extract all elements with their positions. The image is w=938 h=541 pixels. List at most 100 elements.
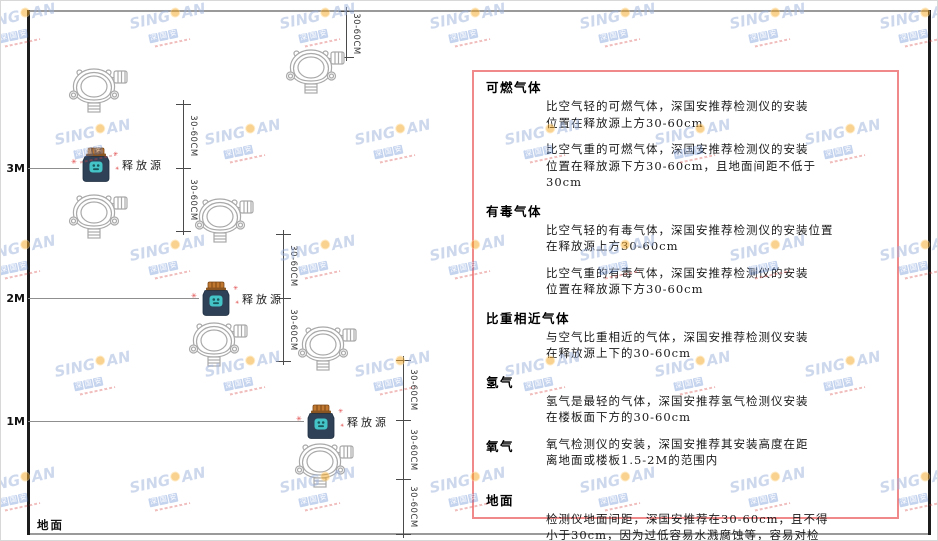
svg-text:✳: ✳ (296, 415, 302, 423)
gas-detector-icon (294, 443, 354, 488)
release-source-label: 释放源 (242, 293, 284, 306)
guideline-text-line: 比空气轻的可燃气体，深国安推荐检测仪的安装 (546, 99, 809, 113)
guideline-text-line: 在释放源上方30-60cm (546, 239, 679, 253)
guideline-text-line: 与空气比重相近的气体，深国安推荐检测仪安装 (546, 329, 809, 344)
section-paragraphs: 与空气比重相近的气体，深国安推荐检测仪安装 在释放源上下的30-60cm (546, 329, 887, 362)
info-panel: 可燃气体 比空气轻的可燃气体，深国安推荐检测仪的安装 位置在释放源上方30-60cm… (472, 70, 899, 540)
dimension-label: 30-60CM (351, 13, 361, 55)
height-level-line (28, 421, 304, 422)
dimension-tick (276, 234, 291, 235)
svg-text:✳: ✳ (113, 151, 118, 158)
dimension-tick (396, 534, 411, 535)
dimension-line (403, 475, 404, 538)
guideline-text-line: 检测仪地面间距，深国安推荐在30-60cm，且不得 (546, 511, 829, 526)
dimension-tick (339, 57, 354, 58)
guideline-text-line: 离地面或楼板1.5-2M的范围内 (546, 453, 719, 467)
guideline-paragraph: 比空气重的可燃气体，深国安推荐检测仪的安装 位置在释放源下方30-60cm，且地面… (546, 141, 887, 191)
dimension-line (183, 100, 184, 172)
height-axis-label: 3M (6, 162, 25, 175)
height-axis-label: 1M (6, 415, 25, 428)
guideline-text-line: 氢气是最轻的气体，深国安推荐氢气检测仪安装 (546, 393, 809, 408)
dimension-tick (276, 361, 291, 362)
guideline-text-line: 小于30cm，因为过低容易水溅腐蚀等，容易对检 (546, 528, 820, 541)
guideline-section: 比重相近气体与空气比重相近的气体，深国安推荐检测仪安装 在释放源上下的30-60c… (486, 308, 887, 362)
svg-text:✳: ✳ (340, 423, 344, 429)
gas-detector-icon (285, 49, 345, 94)
dimension-line (183, 164, 184, 235)
guideline-paragraph: 氢气是最轻的气体，深国安推荐氢气检测仪安装 在楼板面下方的30-60cm (546, 393, 887, 426)
ground-label: 地面 (37, 518, 64, 532)
height-axis-label: 2M (6, 292, 25, 305)
dimension-tick (339, 11, 354, 12)
guideline-paragraph: 比空气轻的可燃气体，深国安推荐检测仪的安装 位置在释放源上方30-60cm (546, 98, 887, 131)
release-source-icon: ✳ ✳ ✳ (191, 281, 239, 316)
svg-text:✳: ✳ (71, 158, 77, 166)
gas-detector-icon (297, 326, 357, 371)
dimension-tick (176, 231, 191, 232)
svg-text:✳: ✳ (191, 292, 197, 300)
section-heading: 地面 (486, 492, 515, 508)
guideline-paragraph: 氧气检测仪的安装，深国安推荐其安装高度在距 离地面或楼板1.5-2M的范围内 (546, 436, 887, 469)
dimension-label: 30-60CM (408, 485, 418, 528)
dimension-label: 30-60CM (408, 428, 418, 471)
section-heading: 有毒气体 (486, 203, 543, 219)
section-paragraphs: 比空气轻的可燃气体，深国安推荐检测仪的安装 位置在释放源上方30-60cm 比空气重… (546, 98, 887, 191)
guideline-text-line: 在释放源上下的30-60cm (546, 346, 691, 360)
svg-text:✳: ✳ (233, 285, 238, 292)
release-source-label: 释放源 (347, 416, 389, 429)
guideline-text-line: 比空气轻的有毒气体，深国安推荐检测仪的安装位置 (546, 222, 834, 237)
ceiling-line (28, 10, 929, 12)
release-source-icon: ✳ ✳ ✳ (71, 147, 119, 182)
left-wall (27, 10, 30, 535)
dimension-line (403, 356, 404, 424)
guideline-text-line: 位置在释放源下方30-60cm，且地面间距不低于 (546, 158, 816, 173)
guideline-text-line: 氧气检测仪的安装，深国安推荐其安装高度在距 (546, 436, 809, 451)
guideline-text-line: 30cm (546, 175, 582, 189)
guideline-text-line: 比空气重的有毒气体，深国安推荐检测仪的安装 (546, 265, 809, 280)
release-source-label: 释放源 (122, 159, 164, 172)
dimension-tick (396, 420, 411, 421)
ground-line (28, 533, 929, 535)
guideline-paragraph: 比空气重的有毒气体，深国安推荐检测仪的安装 位置在释放源下方30-60cm (546, 265, 887, 298)
dimension-label: 30-60CM (288, 245, 298, 287)
gas-detector-icon (68, 194, 128, 239)
height-level-line (28, 168, 79, 169)
gas-detector-icon (194, 198, 254, 243)
guideline-paragraph: 与空气比重相近的气体，深国安推荐检测仪安装 在释放源上下的30-60cm (546, 329, 887, 362)
dimension-label: 30-60CM (188, 115, 198, 157)
section-paragraphs: 氢气是最轻的气体，深国安推荐氢气检测仪安装 在楼板面下方的30-60cm (546, 393, 887, 426)
section-heading: 氧气 (486, 438, 515, 454)
dimension-tick (276, 298, 291, 299)
guideline-section: 可燃气体 比空气轻的可燃气体，深国安推荐检测仪的安装 位置在释放源上方30-60cm… (486, 77, 887, 191)
section-heading: 可燃气体 (486, 80, 543, 95)
dimension-tick (176, 168, 191, 169)
svg-text:✳: ✳ (235, 300, 239, 306)
guideline-text-line: 在楼板面下方的30-60cm (546, 410, 691, 424)
gas-detector-icon (188, 322, 248, 367)
dimension-tick (176, 104, 191, 105)
dimension-tick (396, 479, 411, 480)
section-heading: 氢气 (486, 374, 515, 390)
guideline-text-line: 位置在释放源下方30-60cm (546, 282, 704, 296)
guideline-text-line: 比空气重的可燃气体，深国安推荐检测仪的安装 (546, 142, 809, 156)
guideline-section: 有毒气体 比空气轻的有毒气体，深国安推荐检测仪的安装位置 在释放源上方30-60cm… (486, 201, 887, 298)
dimension-line (403, 416, 404, 483)
guideline-text-line: 位置在释放源上方30-60cm (546, 115, 704, 130)
section-paragraphs: 氧气检测仪的安装，深国安推荐其安装高度在距 离地面或楼板1.5-2M的范围内 (546, 436, 887, 469)
guideline-section: 地面检测仪地面间距，深国安推荐在30-60cm，且不得 小于30cm，因为过低容易… (486, 490, 887, 541)
dimension-line (283, 230, 284, 302)
section-paragraphs: 比空气轻的有毒气体，深国安推荐检测仪的安装位置 在释放源上方30-60cm 比空气重… (546, 222, 887, 298)
dimension-line (346, 7, 347, 61)
height-level-line (28, 298, 199, 299)
gas-detector-icon (68, 68, 128, 113)
dimension-label: 30-60CM (408, 369, 418, 411)
section-paragraphs: 检测仪地面间距，深国安推荐在30-60cm，且不得 小于30cm，因为过低容易水溅… (546, 511, 887, 541)
svg-text:✳: ✳ (115, 166, 119, 172)
release-source-icon: ✳ ✳ ✳ (296, 404, 344, 439)
guideline-paragraph: 比空气轻的有毒气体，深国安推荐检测仪的安装位置 在释放源上方30-60cm (546, 222, 887, 255)
guideline-section: 氧气 氧气检测仪的安装，深国安推荐其安装高度在距 离地面或楼板1.5-2M的范围内 (486, 436, 887, 469)
guideline-paragraph: 检测仪地面间距，深国安推荐在30-60cm，且不得 小于30cm，因为过低容易水溅… (546, 511, 887, 541)
section-heading: 比重相近气体 (486, 310, 571, 326)
